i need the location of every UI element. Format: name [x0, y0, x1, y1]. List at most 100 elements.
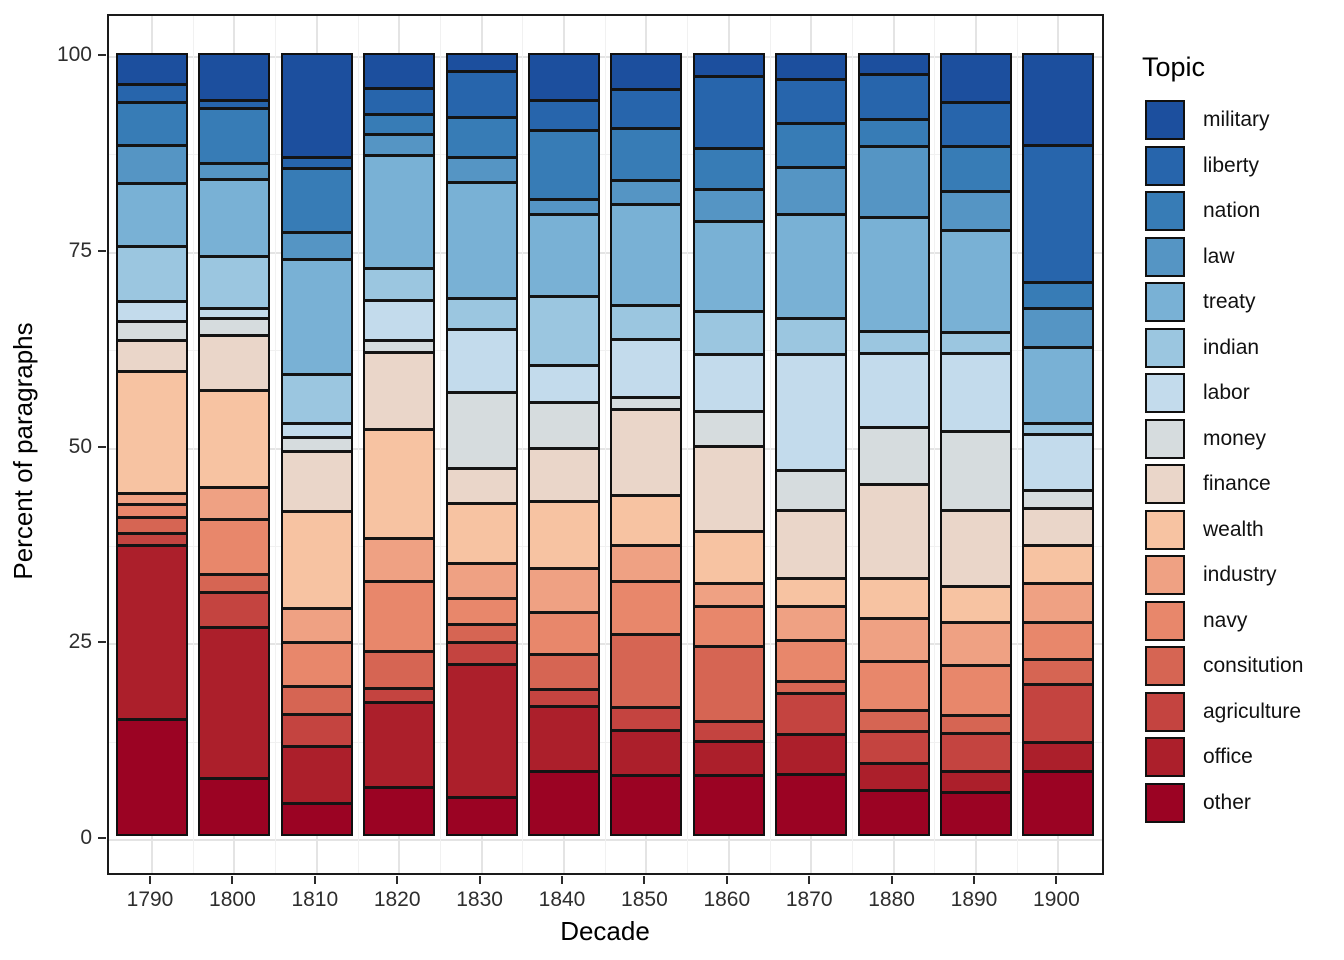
segment-finance-1850 [612, 407, 681, 495]
segment-consitution-1800 [200, 573, 269, 591]
segment-navy-1890 [942, 664, 1010, 715]
y-tick-mark [98, 641, 106, 644]
segment-wealth-1830 [447, 501, 516, 563]
segment-money-1790 [118, 320, 186, 339]
segment-money-1830 [447, 390, 516, 468]
x-tick-label: 1790 [126, 888, 174, 911]
x-tick-mark [231, 876, 234, 884]
y-tick-mark [98, 249, 106, 252]
bar-1900 [1022, 53, 1095, 836]
x-tick-mark [478, 876, 481, 884]
legend-swatch-agriculture [1145, 691, 1185, 732]
segment-nation-1830 [447, 115, 516, 157]
segment-agriculture-1810 [282, 713, 351, 746]
segment-labor-1810 [282, 421, 351, 436]
segment-money-1890 [942, 429, 1010, 510]
segment-finance-1870 [777, 509, 846, 577]
segment-treaty-1900 [1024, 345, 1093, 422]
segment-industry-1860 [694, 581, 763, 605]
segment-law-1800 [200, 161, 269, 178]
segment-finance-1790 [118, 338, 186, 371]
segment-law-1850 [612, 179, 681, 204]
y-tick-label: 100 [56, 43, 92, 66]
x-tick-mark [890, 876, 893, 884]
segment-consitution-1860 [694, 645, 763, 721]
legend-swatch-liberty [1145, 145, 1185, 186]
x-axis-title: Decade [560, 916, 650, 946]
segment-nation-1860 [694, 146, 763, 188]
segment-money-1860 [694, 409, 763, 446]
segment-other-1900 [1024, 770, 1093, 835]
segment-labor-1860 [694, 352, 763, 410]
segment-law-1900 [1024, 306, 1093, 346]
segment-navy-1800 [200, 518, 269, 574]
segment-agriculture-1850 [612, 706, 681, 729]
legend-label: consitution [1203, 654, 1304, 677]
segment-wealth-1900 [1024, 543, 1093, 582]
segment-other-1820 [365, 785, 434, 835]
x-tick-label: 1880 [868, 888, 915, 911]
segment-office-1900 [1024, 741, 1093, 771]
segment-industry-1820 [365, 537, 434, 580]
segment-other-1870 [777, 773, 846, 835]
segment-indian-1890 [942, 331, 1010, 352]
segment-money-1900 [1024, 489, 1093, 507]
segment-other-1840 [530, 770, 598, 835]
segment-liberty-1820 [365, 87, 434, 114]
legend-swatch-law [1145, 236, 1185, 277]
segment-liberty-1810 [282, 155, 351, 167]
x-tick-label: 1850 [621, 888, 668, 911]
segment-treaty-1870 [777, 213, 846, 318]
segment-military-1900 [1024, 55, 1093, 144]
legend-swatch-industry [1145, 555, 1185, 595]
legend-swatch-money [1145, 418, 1185, 459]
segment-military-1800 [200, 55, 269, 100]
segment-consitution-1830 [447, 623, 516, 642]
segment-money-1820 [365, 338, 434, 351]
segment-liberty-1870 [777, 77, 846, 122]
legend-label: office [1203, 745, 1253, 768]
segment-agriculture-1890 [942, 731, 1010, 771]
segment-military-1830 [447, 55, 516, 71]
segment-indian-1880 [859, 329, 928, 352]
segment-labor-1890 [942, 351, 1010, 430]
segment-indian-1820 [365, 267, 434, 299]
minor-gridline [522, 16, 524, 873]
segment-indian-1850 [612, 304, 681, 338]
segment-labor-1900 [1024, 432, 1093, 490]
x-tick-mark [561, 876, 563, 884]
x-tick-mark [1055, 876, 1058, 884]
segment-law-1860 [694, 187, 763, 221]
segment-treaty-1850 [612, 203, 681, 305]
segment-labor-1850 [612, 337, 681, 396]
segment-navy-1860 [694, 604, 763, 646]
plot-panel [107, 14, 1104, 875]
y-tick-mark [98, 54, 106, 56]
legend-label: navy [1203, 608, 1248, 632]
segment-liberty-1840 [530, 99, 598, 130]
minor-gridline [357, 16, 359, 873]
x-tick-label: 1820 [373, 888, 421, 911]
segment-industry-1900 [1024, 581, 1093, 621]
segment-law-1820 [365, 132, 434, 154]
segment-industry-1840 [530, 567, 598, 612]
segment-indian-1790 [118, 244, 186, 300]
segment-finance-1860 [694, 445, 763, 530]
segment-liberty-1790 [118, 82, 186, 101]
bar-1810 [280, 53, 353, 836]
legend-swatch-finance [1145, 464, 1185, 504]
segment-agriculture-1870 [777, 692, 846, 733]
segment-other-1860 [694, 774, 763, 834]
segment-finance-1900 [1024, 506, 1093, 544]
legend-label: industry [1203, 563, 1277, 586]
segment-labor-1820 [365, 298, 434, 339]
segment-law-1830 [447, 156, 516, 182]
segment-wealth-1850 [612, 494, 681, 544]
legend-swatch-navy [1145, 600, 1185, 641]
minor-gridline [604, 16, 606, 873]
segment-indian-1860 [694, 309, 763, 353]
legend-swatch-nation [1145, 191, 1185, 231]
segment-nation-1880 [859, 118, 928, 145]
segment-wealth-1790 [118, 370, 186, 492]
